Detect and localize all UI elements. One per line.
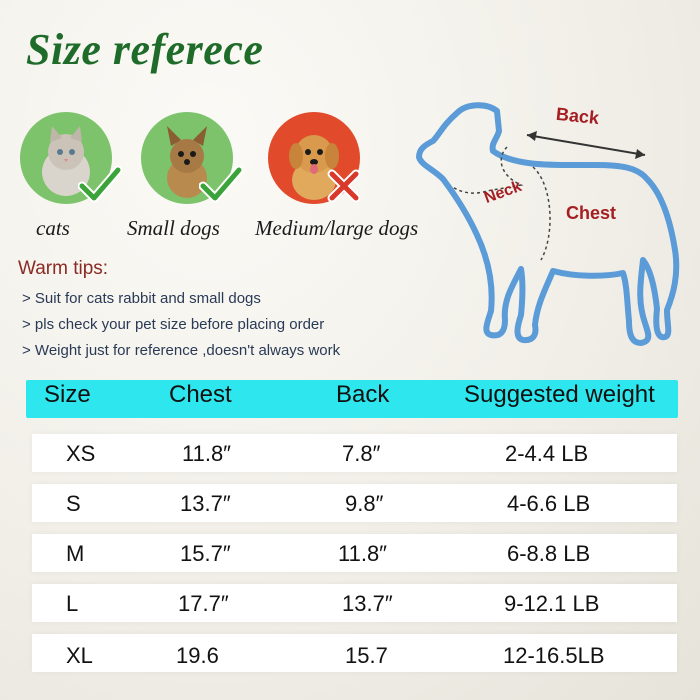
- dog-measurement-diagram: [416, 102, 680, 346]
- header-size: Size: [44, 381, 91, 408]
- cat-image: [20, 112, 122, 204]
- cell-chest: 15.7″: [180, 541, 231, 566]
- pet-label-cats: cats: [36, 216, 70, 240]
- cell-back: 9.8″: [345, 491, 384, 516]
- cell-back: 15.7: [345, 643, 388, 668]
- table-header-bar: [26, 380, 678, 418]
- cell-chest: 17.7″: [178, 591, 229, 616]
- cell-size: L: [66, 591, 79, 616]
- pet-medium-large-dogs: [268, 112, 361, 204]
- tip-item: > Weight just for reference ,doesn't alw…: [22, 342, 341, 359]
- cross-icon: [327, 169, 361, 203]
- header-chest: Chest: [169, 381, 232, 408]
- chest-label: Chest: [566, 203, 617, 223]
- header-back: Back: [336, 381, 390, 408]
- small-dog-image: [141, 112, 243, 204]
- page-title: Size referece: [26, 25, 264, 74]
- pet-label-medium-large-dogs: Medium/large dogs: [255, 216, 419, 240]
- cell-chest: 11.8″: [182, 441, 231, 466]
- cell-chest: 13.7″: [180, 491, 231, 516]
- pet-small-dogs: [141, 112, 243, 204]
- cell-weight: 12-16.5LB: [503, 643, 605, 668]
- pet-cats: [20, 112, 122, 204]
- table-row: [32, 434, 677, 472]
- tip-item: > Suit for cats rabbit and small dogs: [22, 290, 261, 307]
- cell-weight: 9-12.1 LB: [504, 591, 600, 616]
- header-suggested-weight: Suggested weight: [464, 381, 655, 408]
- cell-chest: 19.6: [176, 643, 219, 668]
- table-row: [32, 484, 677, 522]
- cell-back: 11.8″: [338, 541, 387, 566]
- check-icon: [199, 165, 243, 203]
- check-icon: [78, 165, 122, 203]
- cell-back: 13.7″: [342, 591, 393, 616]
- pet-label-small-dogs: Small dogs: [127, 216, 220, 240]
- table-row: [32, 584, 677, 622]
- cell-size: S: [66, 491, 81, 516]
- cell-weight: 2-4.4 LB: [505, 441, 589, 466]
- back-label: Back: [555, 103, 601, 129]
- cell-weight: 4-6.6 LB: [507, 491, 591, 516]
- table-row: [32, 634, 677, 672]
- large-dog-image: [268, 112, 361, 204]
- cell-weight: 6-8.8 LB: [507, 541, 591, 566]
- tip-item: > pls check your pet size before placing…: [22, 316, 325, 333]
- cell-size: M: [66, 541, 85, 566]
- table-row: [32, 534, 677, 572]
- cell-back: 7.8″: [342, 441, 381, 466]
- cell-size: XS: [66, 441, 96, 466]
- tips-title: Warm tips:: [18, 258, 109, 279]
- cell-size: XL: [66, 643, 93, 668]
